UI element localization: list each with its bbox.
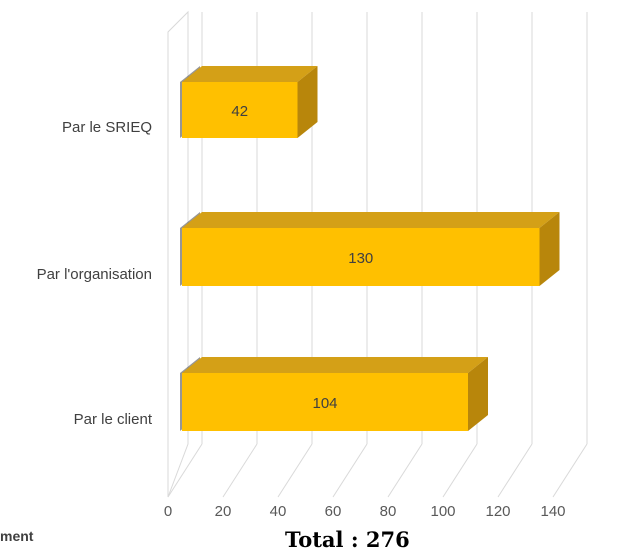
x-tick-label: 40 (270, 503, 287, 520)
bar-front-face (182, 228, 540, 286)
bars (180, 66, 560, 431)
data-label: 130 (348, 250, 373, 267)
floor-line-120 (497, 443, 533, 498)
floor-line-0 (167, 443, 203, 498)
labels: 0 20 40 60 80 100 120 140 42 Par le SRIEQ 130 Par l… (37, 103, 566, 520)
category-label: Par l'organisation (37, 266, 152, 283)
bar-side-face (539, 212, 560, 286)
bar-top-face (182, 212, 560, 228)
floor-line-100 (442, 443, 478, 498)
total-label: Total : 276 (285, 527, 410, 552)
bar-side-face (297, 66, 318, 138)
x-tick-label: 140 (540, 503, 565, 520)
chart-walls (167, 10, 189, 498)
bar-0 (180, 66, 318, 138)
bar-1 (180, 212, 560, 286)
bar-2 (180, 357, 488, 431)
x-tick-label: 80 (380, 503, 397, 520)
floor-line-20 (222, 443, 258, 498)
x-tick-label: 60 (325, 503, 342, 520)
x-tick-label: 120 (485, 503, 510, 520)
floor-line-40 (277, 443, 313, 498)
x-tick-label: 20 (215, 503, 232, 520)
data-label: 42 (231, 103, 248, 120)
floor-line-140 (552, 443, 588, 498)
bar-top-face (182, 357, 488, 373)
floor-line-80 (387, 443, 423, 498)
bar-front-face (182, 82, 298, 138)
floor-line-60 (332, 443, 368, 498)
footer-partial-text: ment (0, 528, 34, 544)
x-tick-label: 100 (430, 503, 455, 520)
category-label: Par le SRIEQ (62, 119, 152, 136)
data-label: 104 (312, 395, 337, 412)
side-wall (167, 10, 189, 498)
bar-top-face (182, 66, 318, 82)
bar-side-face (468, 357, 488, 431)
category-label: Par le client (74, 411, 153, 428)
x-tick-label: 0 (164, 503, 172, 520)
bar-front-face (182, 373, 468, 431)
